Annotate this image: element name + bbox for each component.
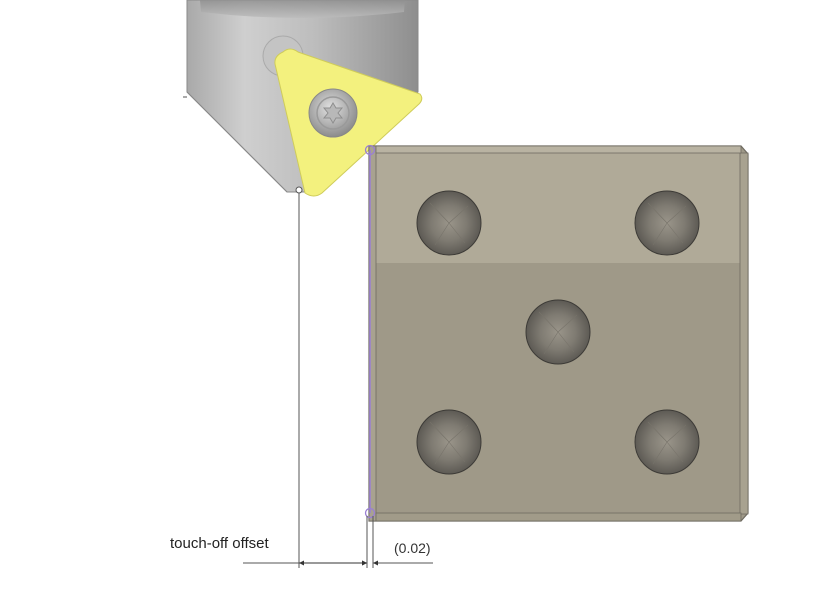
hole-bottom-left bbox=[416, 409, 482, 475]
hole-top-left bbox=[416, 190, 482, 256]
tool-holder-edge bbox=[186, 91, 288, 193]
hole-bottom-right bbox=[634, 409, 700, 475]
touch-off-offset-label[interactable]: touch-off offset bbox=[170, 535, 269, 552]
torx-socket-icon bbox=[322, 102, 344, 124]
gap-dimension-label[interactable]: (0.02) bbox=[394, 540, 431, 556]
hole-top-right bbox=[634, 190, 700, 256]
workpiece-bottom-chamfer bbox=[375, 512, 742, 522]
insert-tip-point bbox=[295, 186, 303, 194]
cutting-insert bbox=[274, 48, 423, 197]
workpiece-top-chamfer bbox=[375, 145, 742, 154]
hole-center bbox=[525, 299, 591, 365]
insert-screw-head bbox=[316, 96, 350, 130]
sketch-point-top[interactable] bbox=[364, 144, 376, 156]
workpiece-block bbox=[368, 145, 749, 522]
sketch-geometry bbox=[364, 144, 376, 519]
dimension-annotations bbox=[243, 193, 433, 568]
workpiece-right-chamfer bbox=[739, 152, 749, 515]
sketch-point-bottom[interactable] bbox=[364, 507, 376, 519]
tool-holder-top-face bbox=[200, 0, 405, 18]
